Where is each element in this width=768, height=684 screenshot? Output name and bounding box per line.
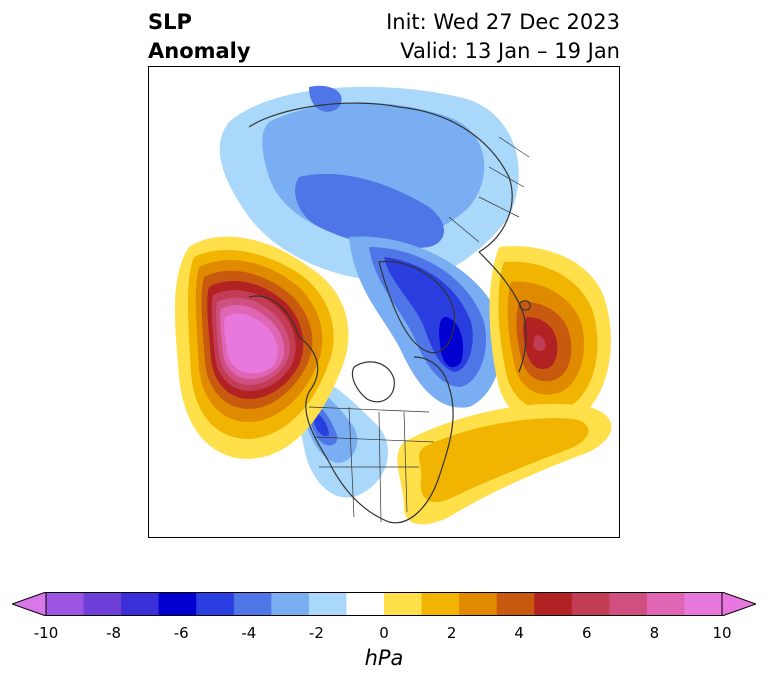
negative-eurasia-anomaly <box>219 85 519 282</box>
colorbar-swatch <box>496 592 535 616</box>
colorbar-swatch <box>421 592 460 616</box>
contour-neg-3 <box>295 173 444 249</box>
init-label: Init: Wed 27 Dec 2023 <box>386 10 620 34</box>
coastline-eurasia <box>248 102 513 253</box>
colorbar-swatch <box>158 592 197 616</box>
map-svg <box>174 85 612 525</box>
colorbar-extend-max <box>721 592 756 616</box>
colorbar-tick-label: 2 <box>446 624 457 642</box>
colorbar-swatch <box>534 592 573 616</box>
anomaly-map <box>148 66 620 538</box>
contour-neg-12 <box>312 412 329 437</box>
coastline-outlines <box>248 102 531 524</box>
colorbar-extend-min <box>12 592 47 616</box>
colorbar-swatch <box>571 592 610 616</box>
coastline-north-america <box>298 336 454 524</box>
positive-western-ridge <box>174 236 349 459</box>
colorbar-ticks: -10 -8 -6 -4 -2 0 2 4 6 8 10 <box>0 624 768 644</box>
colorbar-swatch <box>609 592 648 616</box>
positive-atlantic <box>489 246 611 426</box>
coastline-iceland <box>519 300 531 311</box>
contour-pos-17 <box>419 418 589 503</box>
colorbar-swatch <box>121 592 160 616</box>
colorbar-tick-label: 10 <box>712 624 732 642</box>
colorbar-swatch <box>196 592 235 616</box>
colorbar-tick-label: -2 <box>308 624 324 642</box>
colorbar <box>12 592 756 616</box>
colorbar-unit-label: hPa <box>364 646 404 670</box>
colorbar-tick-label: -6 <box>173 624 189 642</box>
state-borders <box>308 406 435 523</box>
colorbar-swatch <box>646 592 685 616</box>
colorbar-frame <box>45 592 723 616</box>
contour-neg-8 <box>439 317 464 368</box>
colorbar-tick-label: -8 <box>106 624 122 642</box>
title-right: Init: Wed 27 Dec 2023 Valid: 13 Jan – 19… <box>386 8 620 66</box>
country-borders-europe <box>448 136 530 243</box>
colorbar-tick-label: 6 <box>582 624 592 642</box>
colorbar-swatch <box>384 592 423 616</box>
coastline-hudson-bay <box>351 361 395 403</box>
colorbar-swatch <box>346 592 385 616</box>
colorbar-swatch <box>271 592 310 616</box>
colorbar-swatch <box>684 592 723 616</box>
colorbar-swatch <box>83 592 122 616</box>
title-line-2: Anomaly <box>148 39 251 63</box>
coastline-greenland <box>378 260 456 354</box>
contour-pos-15 <box>533 335 546 352</box>
colorbar-tick-label: 0 <box>379 624 389 642</box>
coastline-europe <box>478 251 527 373</box>
colorbar-swatch <box>308 592 347 616</box>
colorbar-tick-label: 8 <box>649 624 660 642</box>
colorbar-tick-label: -10 <box>33 624 59 642</box>
colorbar-swatch <box>46 592 85 616</box>
valid-label: Valid: 13 Jan – 19 Jan <box>400 39 620 63</box>
colorbar-tick-label: 4 <box>514 624 524 642</box>
positive-east-us <box>397 403 612 525</box>
title-left: SLP Anomaly <box>148 8 251 66</box>
title-line-1: SLP <box>148 10 192 34</box>
colorbar-tick-label: -4 <box>241 624 257 642</box>
contour-pos-9 <box>224 313 278 374</box>
negative-canada-trough <box>349 236 503 408</box>
colorbar-swatch <box>459 592 498 616</box>
coastline-alaska <box>248 295 300 338</box>
colorbar-swatch <box>233 592 272 616</box>
